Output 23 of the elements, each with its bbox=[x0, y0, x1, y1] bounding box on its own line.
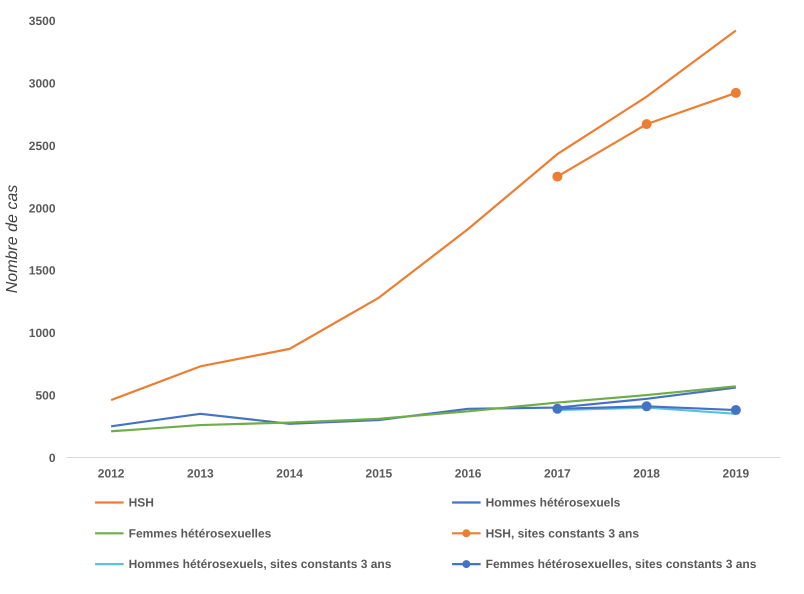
x-tick-label: 2012 bbox=[98, 466, 125, 480]
x-tick-label: 2018 bbox=[633, 466, 660, 480]
legend-label: Femmes hétérosexuelles bbox=[128, 526, 272, 540]
x-tick-label: 2014 bbox=[276, 466, 304, 480]
y-tick-label: 3000 bbox=[28, 76, 56, 90]
y-axis-title: Nombre de cas bbox=[4, 184, 21, 294]
y-tick-label: 1500 bbox=[28, 264, 56, 278]
y-tick-label: 500 bbox=[35, 388, 56, 403]
y-tick-label: 3500 bbox=[28, 14, 56, 28]
y-tick-label: 2000 bbox=[28, 201, 56, 216]
legend-label: Hommes hétérosexuels bbox=[486, 496, 621, 510]
legend-label: HSH bbox=[128, 496, 154, 510]
y-tick-label: 1000 bbox=[28, 326, 56, 340]
legend-label: Hommes hétérosexuels, sites constants 3 ans bbox=[128, 557, 392, 572]
legend-label: HSH, sites constants 3 ans bbox=[486, 526, 640, 540]
x-tick-label: 2015 bbox=[366, 466, 393, 480]
legend-label: Femmes hétérosexuelles, sites constants 3 ans bbox=[486, 557, 757, 572]
x-tick-label: 2016 bbox=[454, 466, 482, 480]
y-tick-label: 2500 bbox=[28, 138, 56, 153]
x-tick-label: 2017 bbox=[544, 466, 572, 480]
x-tick-label: 2013 bbox=[187, 466, 214, 480]
y-tick-label: 0 bbox=[48, 451, 56, 465]
x-tick-label: 2019 bbox=[722, 466, 750, 480]
